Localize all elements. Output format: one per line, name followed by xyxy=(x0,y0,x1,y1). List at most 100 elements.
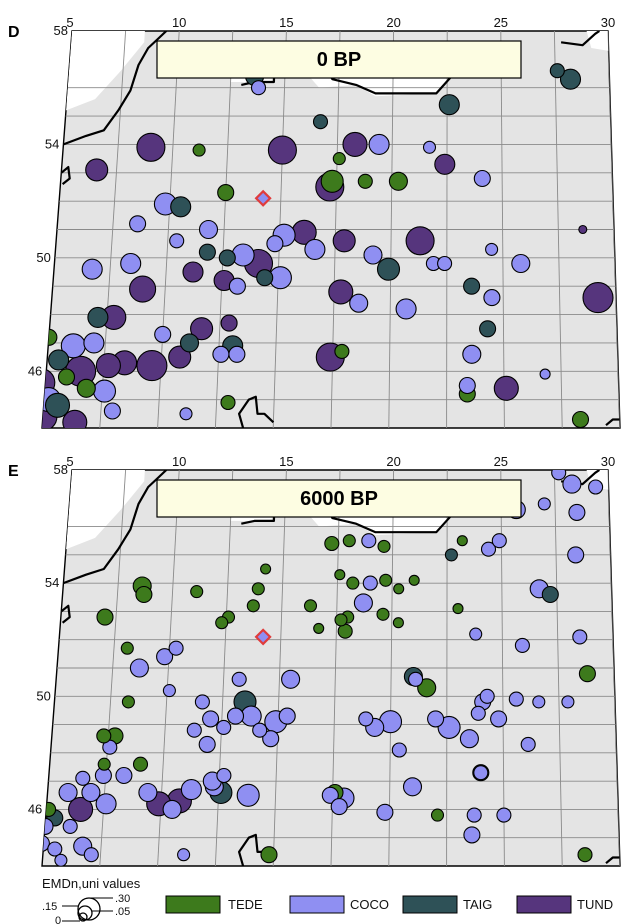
site-coco xyxy=(361,533,377,549)
y-tick-label: 54 xyxy=(45,136,59,151)
site-coco xyxy=(363,245,383,265)
site-coco xyxy=(75,770,91,786)
site-coco xyxy=(520,736,536,752)
site-taig xyxy=(312,114,329,130)
legend-item-taig: TAIG xyxy=(402,895,492,914)
land-mask xyxy=(66,31,145,111)
site-tede xyxy=(192,143,206,157)
legend-size-title: EMDn,uni values xyxy=(42,876,141,891)
site-tund xyxy=(220,314,238,332)
site-tede xyxy=(571,410,590,428)
reference-site-marker xyxy=(254,628,272,646)
site-tund xyxy=(62,409,88,428)
site-tede xyxy=(379,573,393,587)
coastline xyxy=(63,31,168,146)
panel-d: D 5 10 15 20 25 30 58 54 50 46 0 BP xyxy=(8,15,621,429)
site-tede xyxy=(246,599,260,613)
site-coco xyxy=(567,546,585,564)
site-tund xyxy=(136,350,168,382)
legend-label-tede: TEDE xyxy=(228,897,263,912)
site-coco xyxy=(169,233,185,249)
site-tede xyxy=(578,665,596,683)
site-coco xyxy=(138,782,158,803)
panel-d-label: D xyxy=(8,24,20,41)
x-tick-label: 15 xyxy=(279,15,293,30)
site-tund xyxy=(332,229,356,253)
site-coco xyxy=(120,252,142,275)
site-taig xyxy=(179,333,200,353)
panel-d-title-box xyxy=(156,40,522,79)
site-coco xyxy=(537,497,551,511)
site-coco xyxy=(179,407,193,421)
site-tede xyxy=(260,846,278,864)
site-coco xyxy=(321,786,339,804)
site-coco xyxy=(252,722,268,738)
legend-size-label-mid-left: .15 xyxy=(42,901,57,913)
site-coco xyxy=(437,255,453,272)
legend-swatch-coco xyxy=(289,895,345,914)
site-tede xyxy=(76,378,96,398)
site-coco xyxy=(281,669,301,689)
site-tede xyxy=(303,599,318,613)
y-tick-label: 46 xyxy=(28,363,42,378)
site-coco xyxy=(391,742,407,758)
site-taig xyxy=(559,68,582,90)
site-coco xyxy=(470,705,486,721)
site-coco xyxy=(358,711,374,727)
legend-item-coco: COCO xyxy=(289,895,389,914)
site-coco xyxy=(81,782,101,803)
site-tund xyxy=(95,353,121,379)
coastline xyxy=(60,166,71,185)
site-tund xyxy=(68,796,94,822)
site-tede xyxy=(388,171,408,191)
site-taig xyxy=(87,306,109,328)
site-tede xyxy=(392,617,404,629)
site-tund xyxy=(129,275,157,303)
site-coco xyxy=(92,379,117,403)
site-tede xyxy=(217,184,235,202)
site-coco xyxy=(508,691,524,707)
site-coco xyxy=(42,834,50,852)
site-tede xyxy=(377,539,391,553)
site-tund xyxy=(582,282,614,314)
legend-item-tund: TUND xyxy=(516,895,613,914)
site-coco xyxy=(262,730,280,748)
site-coco xyxy=(427,710,445,728)
site-coco xyxy=(408,671,424,687)
site-coco xyxy=(463,826,481,844)
panel-e-x-ticks: 5 10 15 20 25 30 xyxy=(66,454,615,469)
site-tund xyxy=(434,153,456,175)
site-tede xyxy=(430,808,445,822)
site-coco xyxy=(228,345,246,363)
site-tede xyxy=(342,534,356,548)
site-coco xyxy=(462,344,482,364)
site-coco xyxy=(532,695,546,709)
site-tede xyxy=(376,607,390,621)
site-taig xyxy=(198,243,216,261)
site-tede xyxy=(452,603,464,615)
site-tede xyxy=(334,569,346,581)
site-coco xyxy=(402,777,423,797)
site-coco xyxy=(212,345,230,363)
site-coco xyxy=(376,803,394,821)
site-tede xyxy=(313,622,325,634)
site-coco xyxy=(368,133,390,155)
site-taig xyxy=(218,249,236,267)
legend-label-tund: TUND xyxy=(577,897,613,912)
x-tick-label: 10 xyxy=(172,15,186,30)
legend-label-coco: COCO xyxy=(350,897,389,912)
site-coco xyxy=(115,766,133,785)
panel-d-title: 0 BP xyxy=(317,49,361,71)
site-coco xyxy=(459,729,479,749)
site-taig xyxy=(479,320,497,338)
site-coco xyxy=(54,853,68,866)
site-coco xyxy=(129,215,147,233)
panel-e-title: 6000 BP xyxy=(300,488,378,510)
site-tede xyxy=(320,169,344,193)
site-tede xyxy=(324,535,340,552)
coastline xyxy=(605,418,620,427)
site-coco xyxy=(266,235,284,253)
site-tede xyxy=(251,582,265,596)
site-taig xyxy=(376,257,401,281)
site-tede xyxy=(456,535,468,547)
